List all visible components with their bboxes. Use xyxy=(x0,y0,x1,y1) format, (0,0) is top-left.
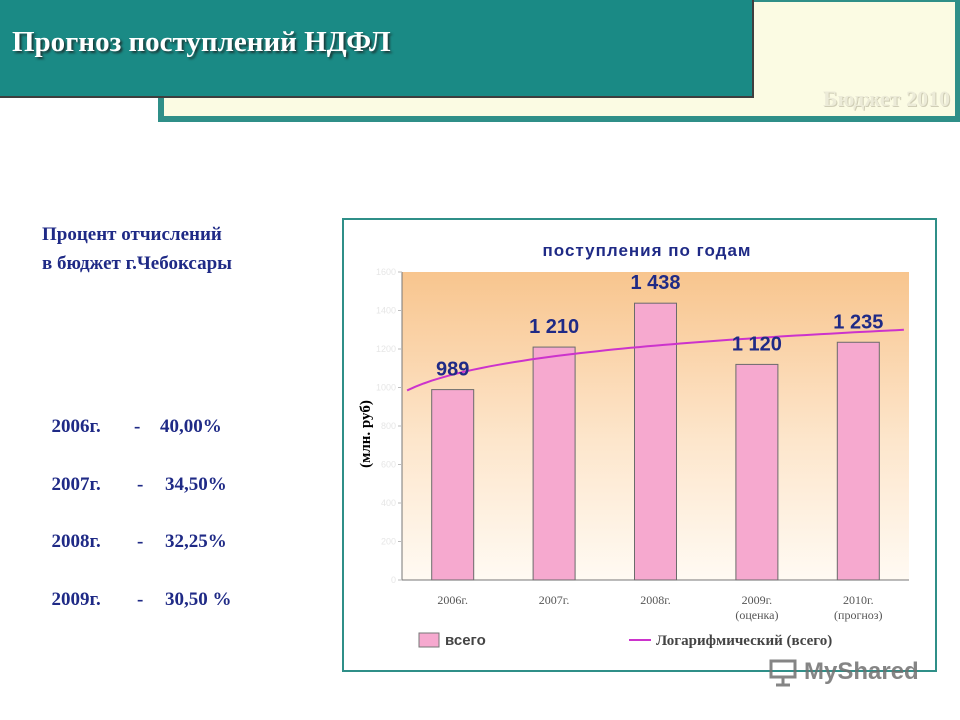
legend-label-trend: Логарифмический (всего) xyxy=(656,633,832,649)
percent-value: 34,50% xyxy=(165,474,227,495)
y-tick-label: 600 xyxy=(381,460,396,470)
y-tick-label: 1400 xyxy=(376,306,396,316)
percent-row-2008: 2008г. -32,25% xyxy=(42,509,227,553)
bar xyxy=(431,389,475,581)
percent-title-line1: Процент отчислений xyxy=(42,224,222,245)
page-title: Прогноз поступлений НДФЛ xyxy=(12,26,391,58)
percent-year: 2008г. xyxy=(51,531,101,552)
y-tick-label: 200 xyxy=(381,537,396,547)
y-tick-label: 800 xyxy=(381,421,396,431)
legend-swatch-total xyxy=(418,632,440,648)
y-tick-label: 1600 xyxy=(376,267,396,277)
x-category-label: 2009г. xyxy=(742,593,773,607)
legend-label-total: всего xyxy=(445,632,486,649)
bar xyxy=(836,341,880,581)
y-tick-label: 1000 xyxy=(376,383,396,393)
x-category-label: (прогноз) xyxy=(834,608,883,622)
bar-data-label: 1 438 xyxy=(630,272,680,294)
percent-title-line2: в бюджет г.Чебоксары xyxy=(42,253,232,274)
presentation-board-icon xyxy=(769,659,797,687)
budget-watermark: Бюджет 2010 xyxy=(823,86,950,111)
y-tick-label: 1200 xyxy=(376,344,396,354)
bar-data-label: 989 xyxy=(436,359,469,381)
percent-title: Процент отчислений в бюджет г.Чебоксары xyxy=(42,220,232,278)
y-tick-label: 0 xyxy=(391,575,396,585)
x-category-label: 2008г. xyxy=(640,593,671,607)
percent-value: 32,25% xyxy=(165,531,227,552)
bar xyxy=(735,363,779,581)
x-category-label: 2007г. xyxy=(539,593,570,607)
chart-title: поступления по годам xyxy=(543,241,752,260)
percent-value: 30,50 % xyxy=(165,589,232,610)
percent-row-2006: 2006г. -40,00% xyxy=(42,394,222,438)
trendline xyxy=(406,328,904,392)
percent-row-2009: 2009г. -30,50 % xyxy=(42,567,232,611)
x-category-label: 2006г. xyxy=(437,593,468,607)
chart-frame: поступления по годам (млн. руб) 0 200 400 6… xyxy=(342,218,937,672)
bar-chart: поступления по годам (млн. руб) 0 200 400 6… xyxy=(358,241,909,649)
percent-year: 2007г. xyxy=(51,474,101,495)
bar xyxy=(532,346,576,581)
x-category-label: 2010г. xyxy=(843,593,874,607)
myshared-text: MyShared xyxy=(804,658,919,685)
percent-dash: - xyxy=(134,416,141,437)
percent-dash: - xyxy=(137,589,144,610)
header-banner: Прогноз поступлений НДФЛ xyxy=(0,0,754,98)
legend: всего Логарифмический (всего) xyxy=(418,632,832,649)
percent-dash: - xyxy=(137,531,144,552)
percent-value: 40,00% xyxy=(160,416,222,437)
bar-data-label: 1 120 xyxy=(732,333,782,355)
myshared-watermark: MyShared xyxy=(768,657,919,687)
percent-year: 2006г. xyxy=(51,416,101,437)
bar-data-label: 1 210 xyxy=(529,316,579,338)
x-category-label: (оценка) xyxy=(735,608,778,622)
y-tick-label: 400 xyxy=(381,498,396,508)
percent-row-2007: 2007г. -34,50% xyxy=(42,452,227,496)
y-axis-label: (млн. руб) xyxy=(358,400,374,468)
percent-year: 2009г. xyxy=(51,589,101,610)
bar xyxy=(634,302,677,581)
percent-dash: - xyxy=(137,474,144,495)
bar-data-label: 1 235 xyxy=(833,311,883,333)
